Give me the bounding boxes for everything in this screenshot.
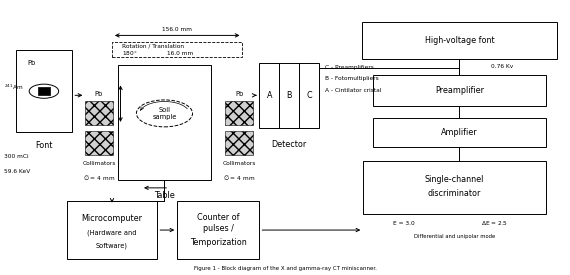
Text: discriminator: discriminator bbox=[428, 189, 481, 198]
Text: pulses /: pulses / bbox=[203, 224, 234, 233]
Text: $\varnothing$ = 4 mm: $\varnothing$ = 4 mm bbox=[83, 173, 115, 182]
Text: 180$\degree$: 180$\degree$ bbox=[123, 50, 138, 57]
Text: Table: Table bbox=[154, 191, 175, 200]
Text: 59.6 KeV: 59.6 KeV bbox=[3, 169, 30, 174]
Text: Soil: Soil bbox=[158, 107, 170, 113]
Bar bbox=[363, 161, 546, 214]
Bar bbox=[86, 131, 112, 155]
Text: Microcomputer: Microcomputer bbox=[82, 214, 142, 223]
Text: Pb: Pb bbox=[27, 60, 35, 66]
Bar bbox=[86, 101, 112, 125]
Bar bbox=[373, 119, 546, 147]
Text: Collimators: Collimators bbox=[222, 161, 256, 166]
Text: C: C bbox=[306, 91, 312, 100]
Text: E = 3.0: E = 3.0 bbox=[393, 221, 414, 226]
Text: Pb: Pb bbox=[95, 90, 103, 97]
Text: (Hardware and: (Hardware and bbox=[87, 230, 137, 236]
Text: Pb: Pb bbox=[235, 90, 243, 97]
Text: High-voltage font: High-voltage font bbox=[425, 36, 494, 45]
Text: Single-channel: Single-channel bbox=[425, 175, 484, 184]
Text: Amplifier: Amplifier bbox=[441, 128, 478, 137]
Bar bbox=[226, 131, 253, 155]
Bar bbox=[361, 22, 557, 59]
Bar bbox=[15, 50, 72, 132]
Bar bbox=[38, 87, 50, 95]
Text: $\Delta$E = 2.5: $\Delta$E = 2.5 bbox=[481, 219, 508, 227]
Bar bbox=[177, 202, 259, 259]
Text: 300 mCi: 300 mCi bbox=[3, 154, 28, 159]
Text: C - Preamplifiers: C - Preamplifiers bbox=[325, 65, 373, 70]
Bar bbox=[226, 101, 253, 125]
Text: Software): Software) bbox=[96, 243, 128, 249]
Bar bbox=[117, 65, 211, 180]
Bar bbox=[112, 42, 242, 57]
Text: Differential and unipolar mode: Differential and unipolar mode bbox=[414, 234, 495, 239]
Text: A - Cintilator cristal: A - Cintilator cristal bbox=[325, 87, 381, 93]
Text: Temporization: Temporization bbox=[190, 238, 247, 247]
Text: Counter of: Counter of bbox=[197, 213, 239, 222]
Text: B - Fotomultipliers: B - Fotomultipliers bbox=[325, 76, 378, 81]
Text: Detector: Detector bbox=[272, 140, 307, 149]
Text: Collimators: Collimators bbox=[82, 161, 116, 166]
Text: $^{241}$Am: $^{241}$Am bbox=[3, 82, 23, 92]
Bar bbox=[67, 202, 157, 259]
Text: Rotation / Translation: Rotation / Translation bbox=[123, 43, 185, 48]
Text: sample: sample bbox=[152, 114, 177, 120]
Text: B: B bbox=[287, 91, 292, 100]
Text: Figure 1 - Block diagram of the X and gamma-ray CT miniscanner.: Figure 1 - Block diagram of the X and ga… bbox=[194, 266, 376, 271]
Bar bbox=[373, 75, 546, 106]
Text: $\varnothing$ = 4 mm: $\varnothing$ = 4 mm bbox=[223, 173, 255, 182]
Text: Font: Font bbox=[35, 141, 52, 150]
Bar bbox=[259, 63, 319, 128]
Text: A: A bbox=[267, 91, 272, 100]
Text: 0.76 Kv: 0.76 Kv bbox=[491, 64, 514, 69]
Text: 156.0 mm: 156.0 mm bbox=[162, 27, 192, 32]
Text: Preamplifier: Preamplifier bbox=[435, 86, 484, 95]
Text: 16.0 mm: 16.0 mm bbox=[167, 51, 193, 56]
